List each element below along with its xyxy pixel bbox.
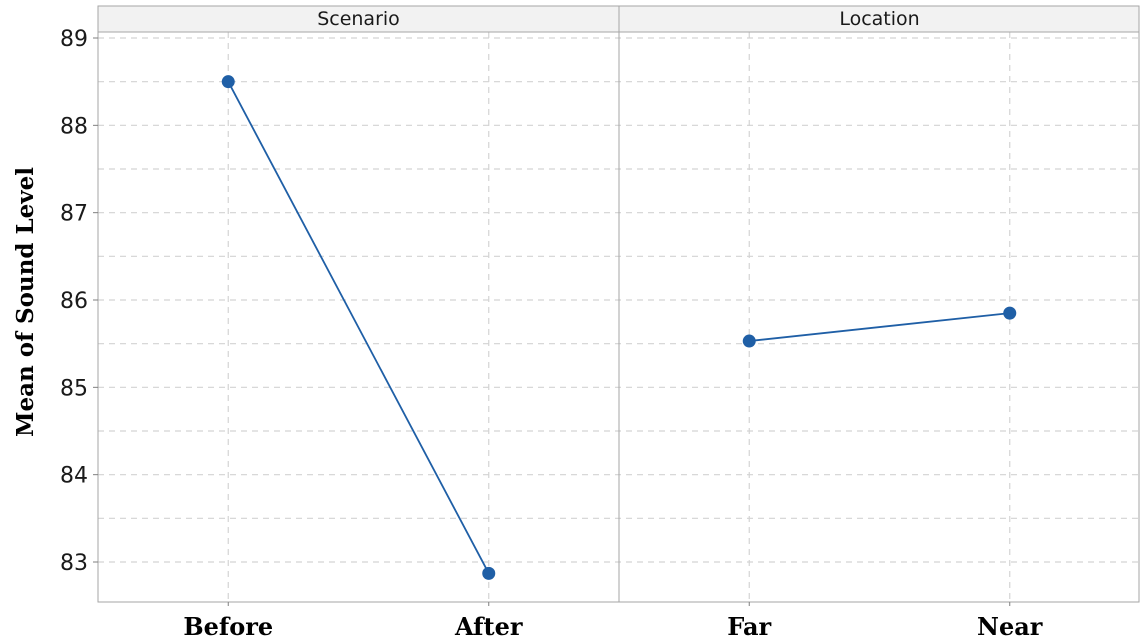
panel-title: Location (839, 8, 919, 30)
panel-frame (97, 31, 620, 603)
panel-frame (618, 31, 1140, 603)
series-line (227, 81, 490, 574)
data-point (482, 566, 496, 580)
x-tick-label: Far (727, 612, 771, 640)
x-tick-label: Before (183, 612, 273, 640)
y-axis: 83 84 85 86 87 88 89 Before After Far Near (60, 27, 1043, 640)
data-point (1003, 306, 1017, 320)
y-tick-label: 85 (60, 376, 88, 401)
data-point (221, 75, 235, 89)
y-axis-label: Mean of Sound Level (12, 167, 39, 437)
y-tick-label: 84 (60, 464, 88, 489)
panel-header (97, 5, 620, 33)
panel-header (618, 5, 1140, 33)
data-point (742, 334, 756, 348)
y-tick-label: 88 (60, 114, 88, 139)
panel-title: Scenario (317, 8, 400, 30)
series-layer (221, 75, 1017, 580)
panel-layer: Scenario Location (97, 5, 1140, 603)
y-tick-label: 89 (60, 27, 88, 52)
y-tick-label: 86 (60, 289, 88, 314)
series-line (749, 312, 1010, 342)
x-tick-label: Near (977, 612, 1043, 640)
y-tick-label: 87 (60, 202, 88, 227)
y-tick-label: 83 (60, 551, 88, 576)
x-tick-label: After (454, 612, 523, 640)
